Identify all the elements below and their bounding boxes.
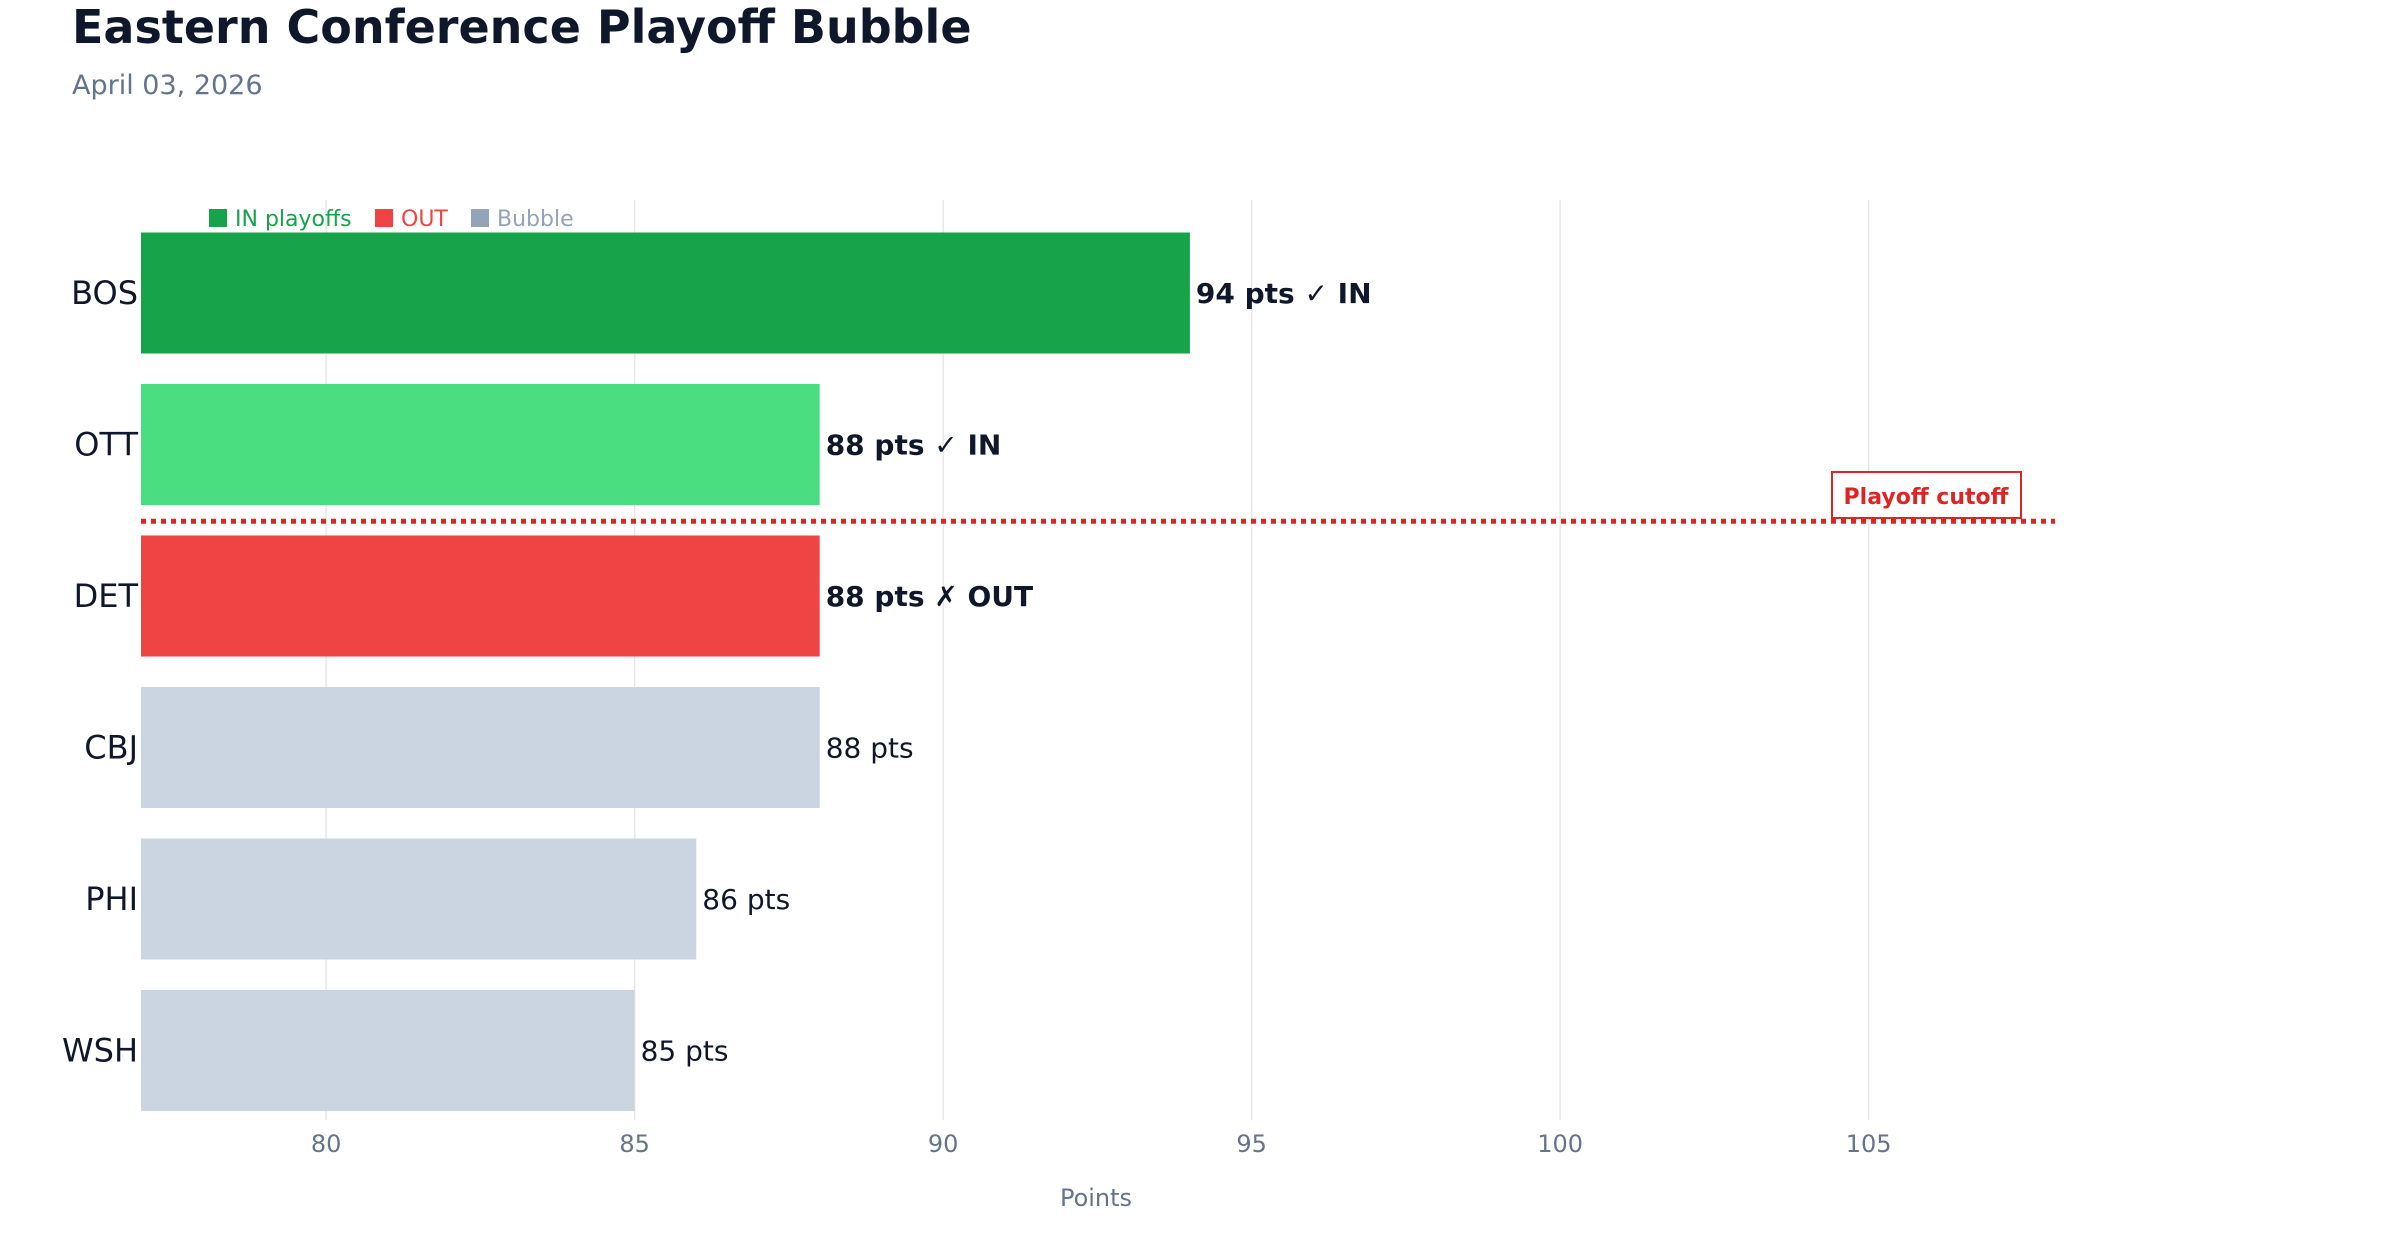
category-label: PHI: [85, 880, 138, 918]
x-tick-label: 85: [619, 1130, 650, 1158]
bar-value-label: 86 pts: [702, 883, 790, 916]
playoff-cutoff: Playoff cutoff: [141, 471, 2055, 524]
bar-value-label: 85 pts: [641, 1035, 729, 1068]
bar-bos: [141, 232, 1190, 354]
bar-value-label: 88 pts ✓ IN: [826, 429, 1002, 462]
bars: [141, 232, 1190, 1111]
bar-det: [141, 535, 820, 657]
legend-swatch: [209, 209, 227, 227]
legend-label: IN playoffs: [235, 207, 352, 232]
chart-title: Eastern Conference Playoff Bubble: [72, 0, 972, 54]
bar-wsh: [141, 990, 635, 1111]
legend: IN playoffs OUT Bubble: [209, 207, 574, 232]
category-label: BOS: [71, 274, 138, 312]
legend-swatch: [375, 209, 393, 227]
bar-value-label: 94 pts ✓ IN: [1196, 277, 1372, 310]
category-label: OTT: [74, 426, 138, 464]
x-tick-label: 90: [928, 1130, 959, 1158]
x-tick-labels: 80 85 90 95 100 105: [311, 1130, 1892, 1158]
category-label: WSH: [62, 1032, 138, 1070]
category-label: CBJ: [84, 729, 138, 767]
category-labels: BOS OTT DET CBJ PHI WSH: [62, 274, 138, 1070]
x-tick-label: 95: [1236, 1130, 1267, 1158]
x-tick-label: 100: [1537, 1130, 1583, 1158]
bar-cbj: [141, 687, 820, 808]
legend-label: OUT: [401, 207, 448, 232]
x-tick-label: 105: [1846, 1130, 1892, 1158]
bar-value-label: 88 pts: [826, 732, 914, 765]
legend-swatch: [471, 209, 489, 227]
bar-value-label: 88 pts ✗ OUT: [826, 580, 1033, 613]
bar-phi: [141, 838, 697, 960]
x-axis-label: Points: [1060, 1184, 1132, 1212]
bar-value-labels: 94 pts ✓ IN 88 pts ✓ IN 88 pts ✗ OUT 88 pts…: [641, 277, 1372, 1068]
legend-label: Bubble: [497, 207, 574, 232]
cutoff-label-box: [1831, 471, 2022, 519]
category-label: DET: [74, 577, 139, 615]
cutoff-label: Playoff cutoff: [1844, 485, 2010, 510]
x-tick-label: 80: [311, 1130, 342, 1158]
chart-subtitle: April 03, 2026: [72, 70, 263, 101]
bar-ott: [141, 384, 820, 505]
